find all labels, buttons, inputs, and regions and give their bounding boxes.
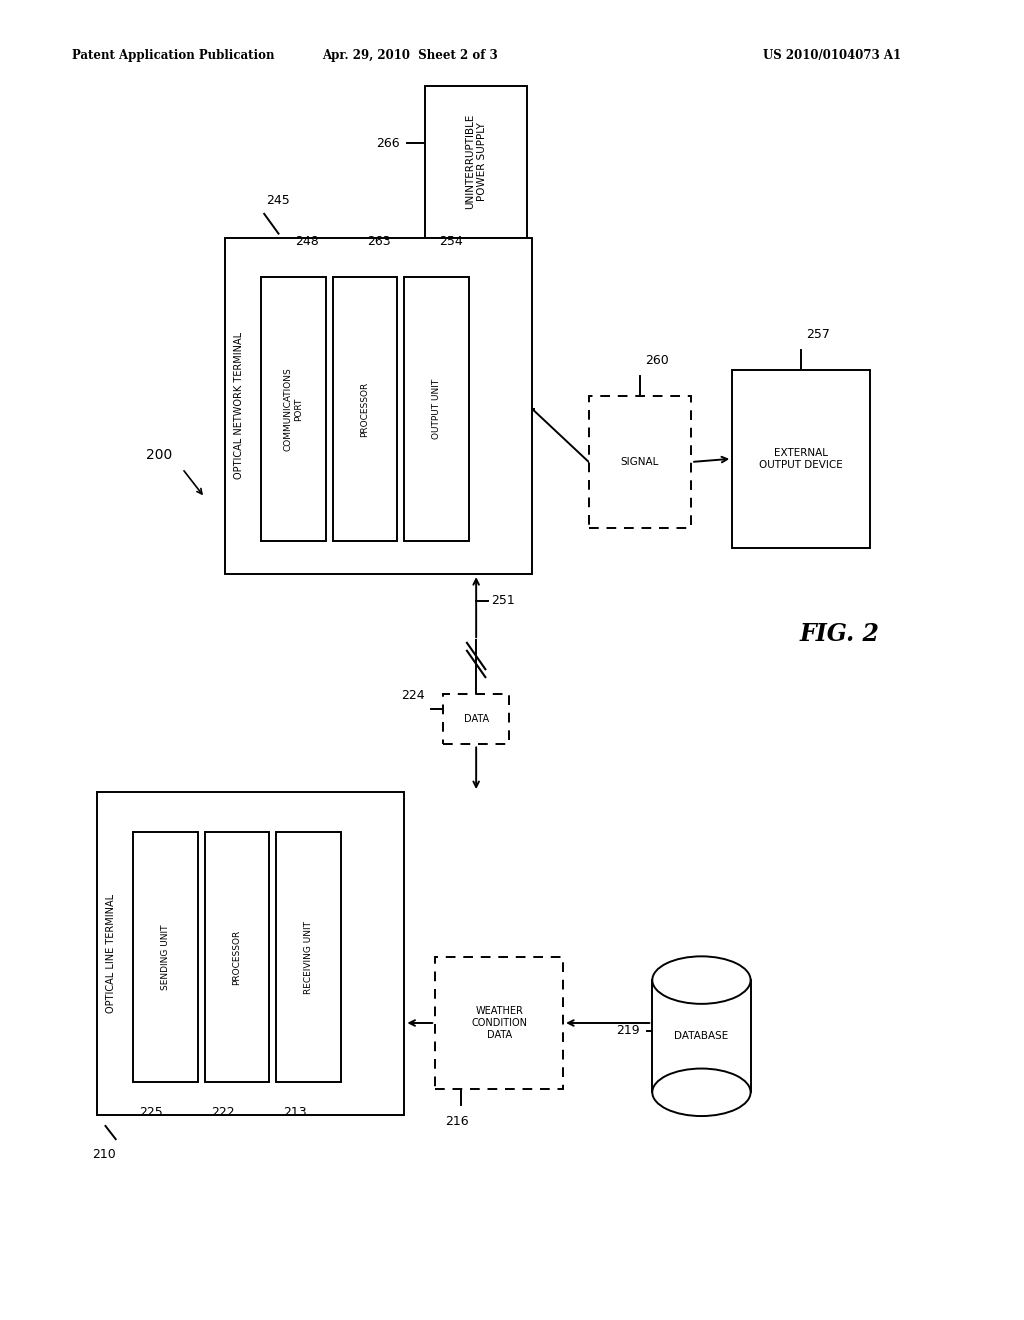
Text: OPTICAL LINE TERMINAL: OPTICAL LINE TERMINAL xyxy=(105,894,116,1014)
Text: COMMUNICATIONS
PORT: COMMUNICATIONS PORT xyxy=(284,367,303,451)
Text: SIGNAL: SIGNAL xyxy=(621,457,659,467)
Text: PROCESSOR: PROCESSOR xyxy=(360,381,370,437)
Text: PROCESSOR: PROCESSOR xyxy=(232,929,242,985)
Text: OUTPUT UNIT: OUTPUT UNIT xyxy=(432,379,441,440)
Ellipse shape xyxy=(652,1069,751,1117)
Text: 260: 260 xyxy=(645,354,669,367)
FancyBboxPatch shape xyxy=(435,957,563,1089)
Text: DATA: DATA xyxy=(464,714,488,725)
Text: UNINTERRUPTIBLE
POWER SUPPLY: UNINTERRUPTIBLE POWER SUPPLY xyxy=(465,114,487,210)
FancyBboxPatch shape xyxy=(205,832,269,1082)
Text: EXTERNAL
OUTPUT DEVICE: EXTERNAL OUTPUT DEVICE xyxy=(760,447,843,470)
FancyBboxPatch shape xyxy=(442,694,510,744)
FancyBboxPatch shape xyxy=(261,277,326,541)
FancyBboxPatch shape xyxy=(404,277,469,541)
FancyBboxPatch shape xyxy=(97,792,404,1115)
Text: OPTICAL NETWORK TERMINAL: OPTICAL NETWORK TERMINAL xyxy=(233,333,244,479)
Text: 251: 251 xyxy=(492,594,515,607)
Text: Patent Application Publication: Patent Application Publication xyxy=(72,49,274,62)
Text: 225: 225 xyxy=(139,1106,164,1119)
Text: 257: 257 xyxy=(807,327,830,341)
FancyBboxPatch shape xyxy=(333,277,397,541)
Text: 263: 263 xyxy=(368,235,391,248)
Text: WEATHER
CONDITION
DATA: WEATHER CONDITION DATA xyxy=(471,1006,527,1040)
Text: DATABASE: DATABASE xyxy=(675,1031,728,1041)
Text: FIG. 2: FIG. 2 xyxy=(800,622,880,645)
FancyBboxPatch shape xyxy=(589,396,691,528)
FancyBboxPatch shape xyxy=(276,832,341,1082)
Text: 222: 222 xyxy=(211,1106,236,1119)
Text: 224: 224 xyxy=(400,689,424,702)
FancyBboxPatch shape xyxy=(425,86,527,238)
FancyBboxPatch shape xyxy=(652,979,751,1093)
Text: US 2010/0104073 A1: US 2010/0104073 A1 xyxy=(763,49,901,62)
Text: 200: 200 xyxy=(145,449,172,462)
Text: 216: 216 xyxy=(445,1115,469,1129)
FancyBboxPatch shape xyxy=(133,832,198,1082)
Ellipse shape xyxy=(652,957,751,1005)
FancyBboxPatch shape xyxy=(225,238,532,574)
FancyBboxPatch shape xyxy=(732,370,870,548)
Text: 219: 219 xyxy=(616,1024,640,1038)
Text: SENDING UNIT: SENDING UNIT xyxy=(161,924,170,990)
Text: RECEIVING UNIT: RECEIVING UNIT xyxy=(304,920,313,994)
Text: Apr. 29, 2010  Sheet 2 of 3: Apr. 29, 2010 Sheet 2 of 3 xyxy=(322,49,498,62)
Text: 248: 248 xyxy=(295,235,319,248)
Text: 266: 266 xyxy=(376,137,399,150)
Text: 213: 213 xyxy=(283,1106,307,1119)
Text: 210: 210 xyxy=(92,1148,116,1162)
Text: 254: 254 xyxy=(438,235,463,248)
Text: 245: 245 xyxy=(266,194,290,207)
